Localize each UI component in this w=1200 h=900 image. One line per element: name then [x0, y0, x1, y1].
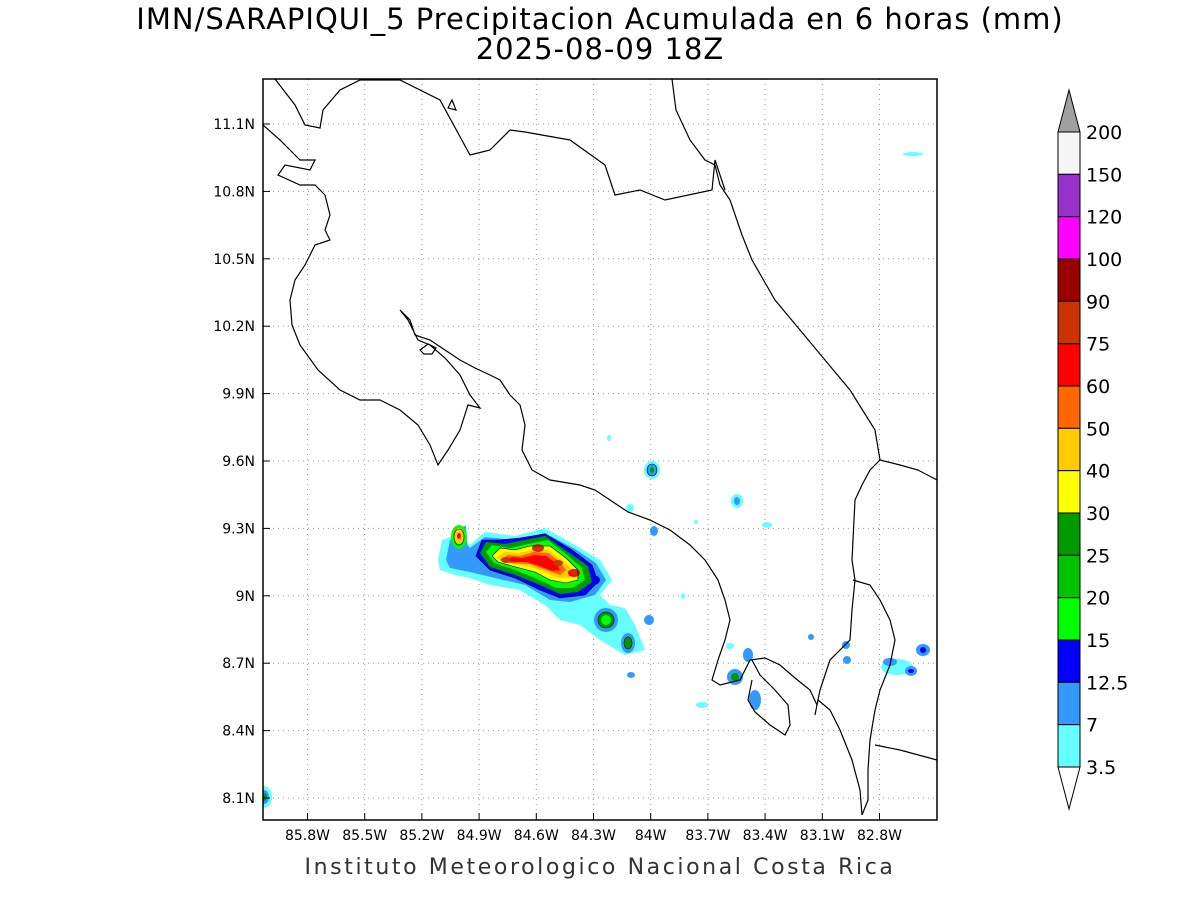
colorbar-label: 7 [1086, 715, 1098, 737]
colorbar-label: 50 [1086, 418, 1110, 440]
contour-lines [453, 463, 658, 650]
colorbar-bottom-arrow [1057, 766, 1081, 811]
colorbar-swatch [1057, 216, 1081, 260]
colorbar-swatch [1057, 554, 1081, 599]
lon-label: 84.3W [571, 828, 616, 844]
colorbar-label: 15 [1086, 630, 1110, 652]
lon-label: 83.7W [685, 828, 730, 844]
colorbar-swatch [1057, 681, 1081, 726]
latitude-labels: 11.1N 10.8N 10.5N 10.2N 9.9N 9.6N 9.3N 9N 8.7N 8.… [213, 117, 270, 807]
colorbar-label: 30 [1086, 503, 1110, 525]
colorbar-label: 60 [1086, 376, 1110, 398]
colorbar-label: 150 [1086, 164, 1122, 186]
lon-label: 85.2W [399, 828, 444, 844]
lon-label: 83.4W [743, 828, 788, 844]
colorbar-swatch [1057, 470, 1081, 514]
credit-text: Instituto Meteorologico Nacional Costa R… [304, 855, 896, 880]
lat-label: 9.3N [222, 521, 255, 537]
lon-label: 84.9W [457, 828, 502, 844]
lon-label: 84W [635, 828, 667, 844]
colorbar-label: 90 [1086, 291, 1110, 313]
colorbar-label: 12.5 [1086, 672, 1128, 694]
gridlines [263, 79, 937, 820]
lat-label: 9.6N [222, 454, 255, 470]
colorbar-swatch [1057, 343, 1081, 387]
colorbar-label: 20 [1086, 588, 1110, 610]
lon-label: 85.8W [285, 828, 330, 844]
lat-label: 10.2N [213, 319, 255, 335]
colorbar-top-arrow [1057, 88, 1081, 133]
colorbar-label: 75 [1086, 334, 1110, 356]
lat-label: 11.1N [213, 117, 255, 133]
lon-label: 83.1W [800, 828, 845, 844]
lon-label: 84.6W [514, 828, 559, 844]
colorbar-swatch [1057, 427, 1081, 472]
colorbar-label: 40 [1086, 461, 1110, 483]
lat-label: 9N [236, 589, 255, 605]
precipitation-field [263, 152, 930, 808]
lat-label: 8.1N [222, 791, 255, 807]
colorbar-label: 200 [1086, 122, 1122, 144]
colorbar-swatch [1057, 639, 1081, 683]
map-date: 2025-08-09 18Z [475, 32, 725, 66]
coastlines [263, 79, 937, 816]
map-frame [262, 78, 938, 821]
colorbar-swatch [1057, 173, 1081, 218]
colorbar-swatch [1057, 597, 1081, 641]
colorbar-swatch [1057, 131, 1081, 175]
lat-label: 9.9N [222, 387, 255, 403]
colorbar-label: 120 [1086, 207, 1122, 229]
colorbar: 200 150 120 100 90 75 60 50 40 30 25 20 15 12.5 7 3.5 [1057, 88, 1128, 811]
map-title: IMN/SARAPIQUI_5 Precipitacion Acumulada … [136, 2, 1064, 36]
colorbar-swatch [1057, 724, 1081, 768]
colorbar-label: 3.5 [1086, 757, 1116, 779]
lat-label: 10.8N [213, 184, 255, 200]
lat-label: 8.4N [222, 724, 255, 740]
colorbar-swatch [1057, 512, 1081, 556]
colorbar-label: 25 [1086, 545, 1110, 567]
colorbar-swatch [1057, 385, 1081, 429]
colorbar-label: 100 [1086, 249, 1122, 271]
lon-label: 85.5W [342, 828, 387, 844]
colorbar-swatch [1057, 258, 1081, 302]
lat-label: 10.5N [213, 252, 255, 268]
longitude-labels: 85.8W 85.5W 85.2W 84.9W 84.6W 84.3W 84W 83.7W 83… [285, 813, 902, 844]
lat-label: 8.7N [222, 656, 255, 672]
lon-label: 82.8W [857, 828, 902, 844]
colorbar-swatch [1057, 300, 1081, 345]
